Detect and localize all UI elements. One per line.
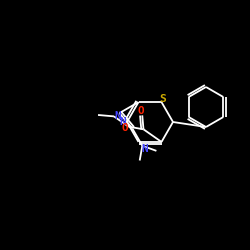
Text: N: N bbox=[141, 144, 148, 154]
Text: N: N bbox=[114, 111, 121, 121]
Text: O: O bbox=[138, 106, 145, 116]
Text: N: N bbox=[120, 117, 126, 127]
Text: S: S bbox=[159, 94, 166, 104]
Text: O: O bbox=[121, 123, 128, 133]
